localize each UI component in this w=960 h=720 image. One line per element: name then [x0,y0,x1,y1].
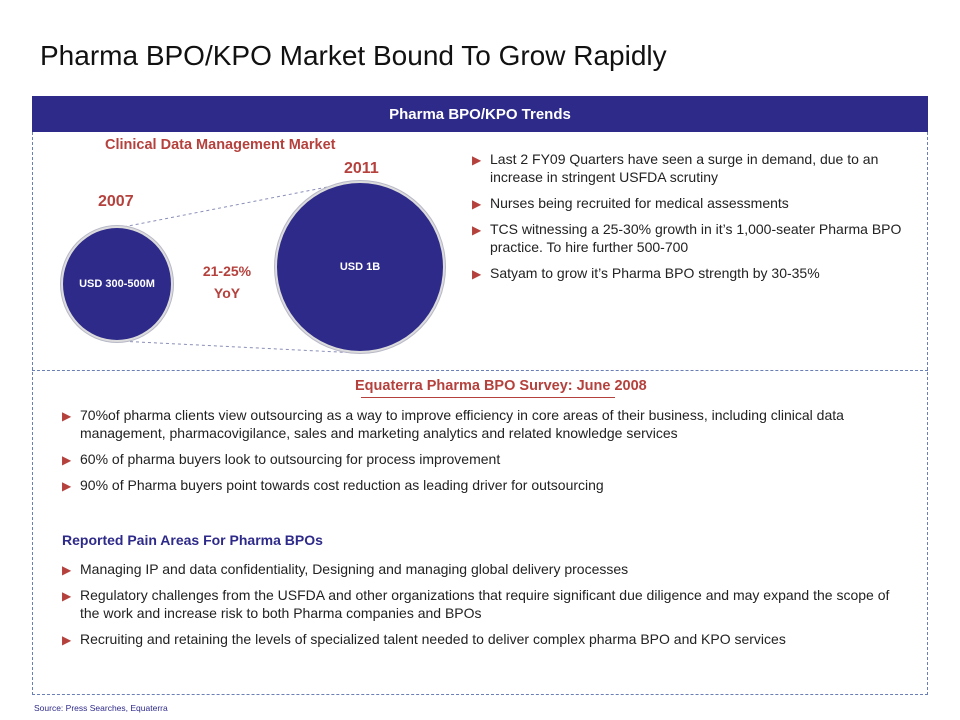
growth-rate-value: 21-25% [202,263,252,279]
year-2011-label: 2011 [344,160,379,177]
triangle-right-icon: ▶ [472,197,482,211]
source-note: Source: Press Searches, Equaterra [34,703,168,713]
trends-panel-header-label: Pharma BPO/KPO Trends [389,105,571,123]
growth-rate-label: 21-25% YoY [192,260,262,304]
market-bubble-2007: USD 300-500M [61,226,173,342]
list-item: ▶ Managing IP and data confidentiality, D… [62,561,629,577]
clinical-market-title: Clinical Data Management Market [105,137,336,153]
survey-list: ▶ 70%of pharma clients view outsourcing a… [62,406,912,502]
list-item: ▶ 60% of pharma buyers look to outsourcin… [62,451,501,467]
market-bubble-2011: USD 1B [275,181,445,353]
triangle-right-icon: ▶ [62,589,72,603]
trends-panel-header: Pharma BPO/KPO Trends [32,96,928,132]
triangle-right-icon: ▶ [472,223,482,237]
triangle-right-icon: ▶ [472,153,482,167]
survey-title: Equaterra Pharma BPO Survey: June 2008 [355,378,647,394]
list-item: ▶ 90% of Pharma buyers point towards cost… [62,477,604,493]
list-item: ▶ Nurses being recruited for medical asse… [472,195,789,211]
trends-panel-frame [32,132,928,695]
year-2007-label: 2007 [98,193,134,210]
triangle-right-icon: ▶ [62,409,72,423]
growth-rate-unit: YoY [213,285,241,301]
survey-title-underline [361,397,615,398]
market-bubble-2011-value: USD 1B [339,261,381,273]
list-item: ▶ TCS witnessing a 25-30% growth in it’s … [472,221,902,255]
list-item: ▶ Regulatory challenges from the USFDA an… [62,587,890,621]
trends-list: ▶ Last 2 FY09 Quarters have seen a surge … [472,150,912,290]
list-item: ▶ 70%of pharma clients view outsourcing a… [62,407,844,441]
triangle-right-icon: ▶ [62,633,72,647]
pain-areas-title: Reported Pain Areas For Pharma BPOs [62,532,323,548]
section-divider [32,370,928,371]
triangle-right-icon: ▶ [472,267,482,281]
list-item: ▶ Recruiting and retaining the levels of … [62,631,786,647]
page-title: Pharma BPO/KPO Market Bound To Grow Rapi… [40,40,667,71]
triangle-right-icon: ▶ [62,563,72,577]
market-bubble-2007-value: USD 300-500M [79,278,155,290]
pain-areas-list: ▶ Managing IP and data confidentiality, D… [62,560,912,656]
list-item: ▶ Last 2 FY09 Quarters have seen a surge … [472,151,879,185]
triangle-right-icon: ▶ [62,479,72,493]
triangle-right-icon: ▶ [62,453,72,467]
list-item: ▶ Satyam to grow it’s Pharma BPO strength… [472,265,820,281]
